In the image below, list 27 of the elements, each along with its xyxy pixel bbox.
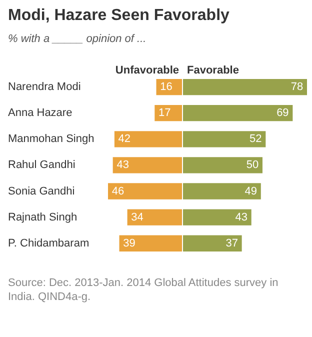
data-label: 39 bbox=[123, 237, 136, 250]
data-label: 50 bbox=[246, 159, 259, 172]
data-label: 69 bbox=[276, 107, 289, 120]
y-tick-label: P. Chidambaram bbox=[8, 237, 90, 250]
bar bbox=[154, 105, 182, 122]
data-label: 43 bbox=[116, 159, 129, 172]
source-note: Source: Dec. 2013-Jan. 2014 Global Attitudes survey in India. QIND4a-g. bbox=[8, 276, 280, 304]
data-label: 43 bbox=[235, 211, 248, 224]
y-tick-label: Anna Hazare bbox=[8, 107, 72, 120]
y-tick-label: Manmohan Singh bbox=[8, 133, 94, 146]
data-label: 17 bbox=[158, 107, 171, 120]
data-label: 46 bbox=[112, 185, 124, 198]
series-label: Unfavorable bbox=[115, 64, 179, 76]
data-label: 78 bbox=[290, 81, 304, 94]
y-tick-label: Rahul Gandhi bbox=[8, 159, 76, 172]
chart-subtitle: % with a _____ opinion of ... bbox=[8, 33, 146, 45]
data-label: 52 bbox=[250, 133, 262, 146]
y-tick-label: Rajnath Singh bbox=[8, 211, 78, 224]
data-label: 16 bbox=[160, 81, 172, 94]
data-label: 42 bbox=[118, 133, 131, 146]
data-label: 37 bbox=[226, 237, 238, 250]
data-label: 49 bbox=[244, 185, 258, 198]
y-tick-label: Narendra Modi bbox=[8, 81, 81, 94]
data-label: 34 bbox=[131, 211, 144, 224]
y-tick-label: Sonia Gandhi bbox=[8, 185, 75, 198]
chart-title: Modi, Hazare Seen Favorably bbox=[8, 7, 230, 25]
series-label: Favorable bbox=[187, 64, 239, 76]
